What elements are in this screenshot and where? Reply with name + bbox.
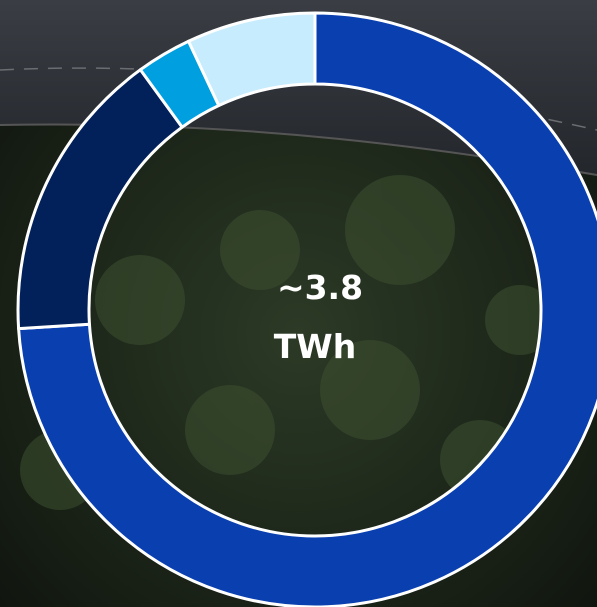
page: ~3.8 TWh (() => { const data = JSON.pars… (0, 0, 597, 607)
chart: ~3.8 TWh (0, 0, 597, 607)
center-unit: TWh (274, 327, 356, 366)
center-value: ~3.8 (277, 268, 363, 307)
